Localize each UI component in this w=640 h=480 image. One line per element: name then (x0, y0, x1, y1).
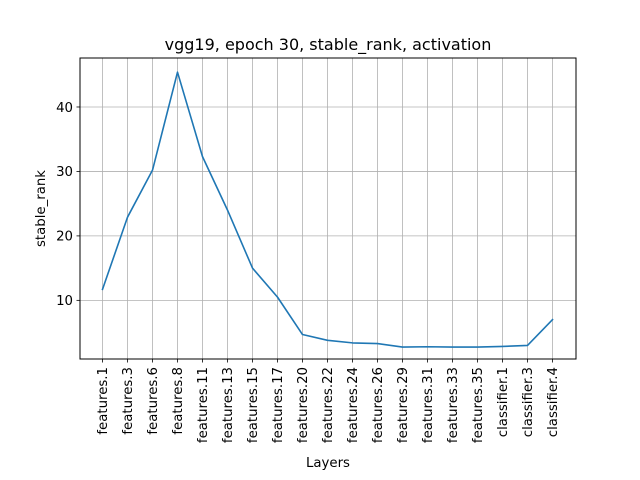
y-tick-label: 20 (56, 230, 73, 245)
x-tick-label: features.8 (171, 367, 186, 435)
x-tick-label: classifier.3 (521, 367, 536, 437)
x-tick-label: features.35 (471, 367, 486, 443)
x-tick-label: features.11 (196, 367, 211, 443)
x-tick-label: features.20 (296, 367, 311, 443)
y-axis-ticks: 10 20 30 40 (56, 101, 80, 309)
x-tick-label: features.31 (421, 367, 436, 443)
x-tick-label: features.24 (346, 367, 361, 443)
series-layer (101, 71, 554, 348)
x-tick-label: features.1 (96, 367, 111, 435)
x-tick-label: classifier.4 (546, 367, 561, 437)
x-tick-label: features.22 (321, 367, 336, 443)
plot-frame (79, 57, 577, 360)
x-tick-label: features.33 (446, 367, 461, 443)
grid-lines (80, 58, 576, 359)
x-axis-ticks: features.1 features.3 features.6 features.8… (96, 359, 561, 443)
y-tick-label: 10 (56, 294, 73, 309)
y-tick-label: 40 (56, 101, 73, 116)
x-tick-label: features.6 (146, 367, 161, 435)
x-tick-label: features.3 (121, 367, 136, 435)
series-line (101, 71, 554, 348)
x-axis-label: Layers (306, 456, 350, 471)
x-tick-label: features.17 (271, 367, 286, 443)
x-tick-label: features.15 (246, 367, 261, 443)
x-tick-label: features.13 (221, 367, 236, 443)
x-tick-label: features.29 (396, 367, 411, 443)
chart-title: vgg19, epoch 30, stable_rank, activation (165, 35, 492, 55)
x-tick-label: classifier.1 (496, 367, 511, 437)
x-tick-label: features.26 (371, 367, 386, 443)
y-axis-label: stable_rank (34, 170, 49, 247)
y-tick-label: 30 (56, 165, 73, 180)
